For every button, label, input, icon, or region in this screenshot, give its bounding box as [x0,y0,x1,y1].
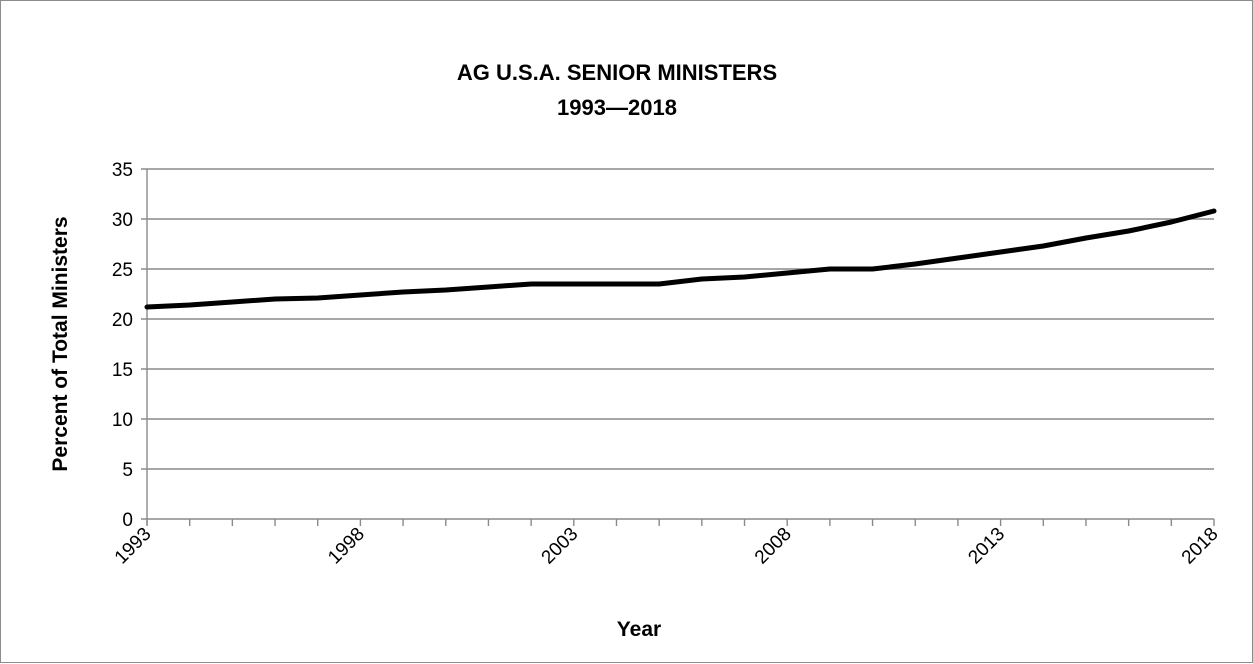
x-tick-label: 1998 [324,524,369,569]
y-axis-title: Percent of Total Ministers [49,216,72,471]
y-tick-label: 15 [112,360,133,381]
series-line [144,208,1217,310]
x-axis-tick-labels: 1993 1998 2003 2008 2013 2018 [111,524,1223,569]
y-tick-label: 30 [112,210,133,231]
y-tick-label: 35 [112,160,133,181]
x-tick-label: 2003 [538,524,583,569]
y-tick-label: 20 [112,310,133,331]
y-tick-label: 5 [122,460,133,481]
x-tick-label: 1993 [111,524,156,569]
x-axis-title: Year [617,618,661,641]
series-group [144,208,1217,310]
x-tick-label: 2018 [1178,524,1223,569]
chart-title-line-1: AG U.S.A. SENIOR MINISTERS [457,60,777,85]
x-tick-label: 2008 [751,524,796,569]
y-tick-label: 10 [112,410,133,431]
y-tick-label: 0 [122,510,133,531]
y-tick-label: 25 [112,260,133,281]
gridlines [141,168,1214,470]
axes [141,169,1215,526]
y-axis-tick-labels: 0 5 10 15 20 25 30 35 [112,160,133,531]
x-tick-label: 2013 [964,524,1009,569]
chart-title-line-2: 1993—2018 [557,95,677,120]
